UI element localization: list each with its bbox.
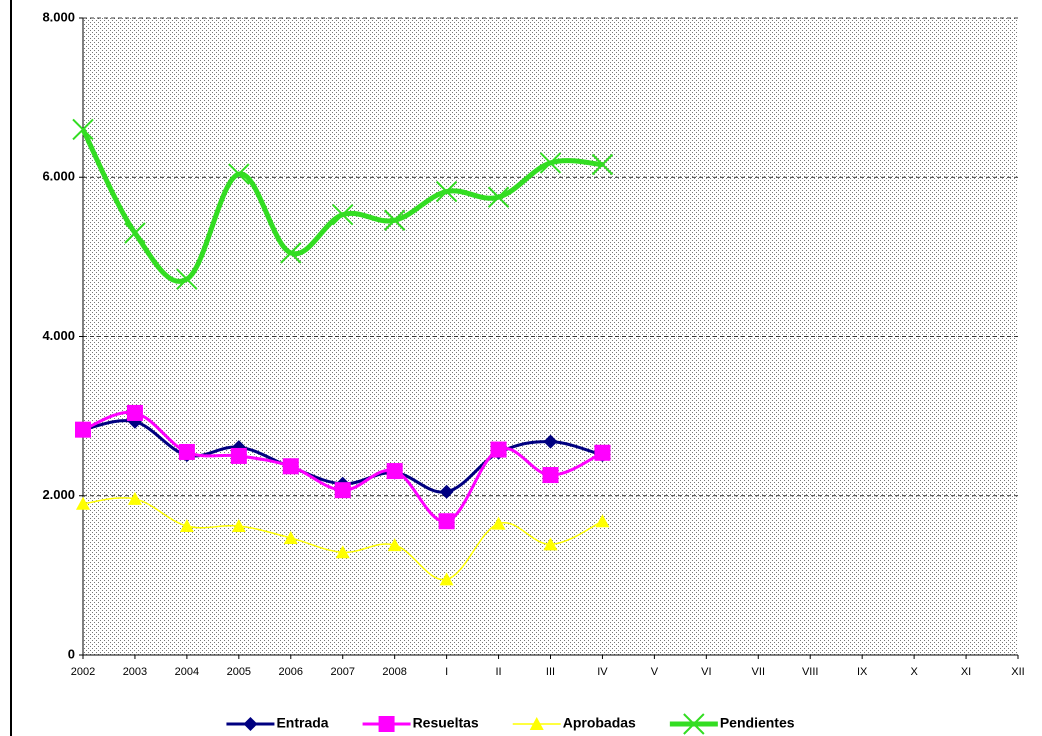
data-point: [282, 458, 299, 475]
data-point: [335, 545, 350, 559]
x-tick-label: I: [445, 666, 448, 678]
legend-marker: [683, 713, 705, 735]
x-tick-label: VIII: [802, 666, 819, 678]
data-point: [76, 496, 90, 510]
data-point: [439, 572, 454, 586]
data-point: [594, 444, 611, 461]
x-tick-label: XII: [1011, 666, 1024, 678]
legend-marker: [243, 717, 258, 731]
x-tick-label: 2008: [382, 666, 406, 678]
data-point: [543, 537, 558, 551]
data-point: [283, 530, 298, 544]
series-line: [82, 497, 603, 581]
y-tick-label: 0: [68, 646, 75, 661]
x-tick-label: IX: [857, 666, 868, 678]
data-point: [438, 513, 455, 530]
data-point: [72, 118, 94, 141]
x-tick-label: 2007: [330, 666, 354, 678]
x-tick-label: 2003: [123, 666, 147, 678]
data-point: [490, 441, 507, 458]
data-point: [228, 163, 250, 185]
legend-marker: [378, 716, 395, 732]
y-tick-label: 8.000: [42, 9, 75, 24]
data-point: [124, 222, 146, 244]
x-tick-label: 2002: [71, 666, 95, 678]
data-point: [539, 152, 562, 174]
data-point: [491, 516, 506, 530]
data-point: [332, 203, 354, 226]
y-tick-label: 2.000: [42, 487, 75, 502]
data-point: [383, 209, 406, 231]
data-point: [179, 519, 194, 533]
data-point: [591, 153, 614, 176]
series-line: [80, 128, 603, 284]
legend-label: Entrada: [276, 715, 328, 731]
x-tick-label: II: [495, 666, 501, 678]
data-point: [126, 404, 143, 421]
legend: Entrada Resueltas Aprobadas Pendientes: [226, 713, 795, 735]
series-line: [82, 410, 604, 523]
data-point: [543, 434, 558, 449]
data-point: [231, 519, 246, 533]
data-point: [435, 180, 458, 203]
data-point: [386, 463, 403, 480]
x-tick-label: XI: [961, 666, 971, 678]
legend-marker: [529, 717, 544, 730]
data-point: [387, 538, 402, 552]
x-tick-label: III: [546, 666, 555, 678]
y-tick-label: 4.000: [42, 328, 75, 343]
legend-label: Pendientes: [720, 715, 795, 731]
data-point: [334, 482, 351, 499]
data-point: [176, 268, 198, 290]
y-tick-label: 6.000: [42, 169, 75, 184]
data-point: [595, 514, 610, 528]
x-tick-label: VI: [701, 666, 711, 678]
data-point: [280, 242, 302, 264]
x-tick-label: 2004: [175, 666, 199, 678]
x-tick-label: X: [910, 666, 918, 678]
legend-label: Aprobadas: [563, 715, 636, 731]
x-tick-label: VII: [752, 666, 765, 678]
data-point: [178, 443, 195, 460]
data-point: [127, 491, 142, 505]
data-point: [542, 467, 559, 484]
x-tick-label: V: [651, 666, 659, 678]
data-point: [487, 186, 510, 208]
legend-label: Resueltas: [413, 715, 479, 731]
data-point: [75, 421, 91, 438]
data-point: [230, 447, 247, 464]
x-tick-label: 2005: [227, 666, 251, 678]
data-point: [439, 484, 454, 499]
x-tick-label: 2006: [279, 666, 303, 678]
x-tick-label: IV: [597, 666, 608, 678]
